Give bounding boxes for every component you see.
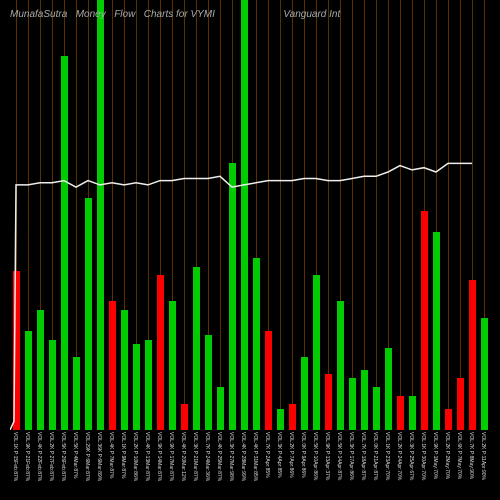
x-axis-label: VOL:3K P:27Mar:98%: [228, 432, 234, 481]
x-axis-label: VOL:9K P:1May:70%: [432, 432, 438, 479]
volume-bar: [85, 198, 92, 430]
x-axis-label: VOL:6K P:7May:70%: [456, 432, 462, 479]
volume-bar: [181, 404, 188, 430]
title-ticker: Charts for VYMI: [144, 9, 215, 20]
volume-bar: [25, 331, 32, 430]
x-axis-label: VOL:1K P:15Feb:87%: [12, 432, 18, 481]
volume-bar: [193, 267, 200, 430]
x-axis-label: VOL:0K P:9Apr:86%: [300, 432, 306, 478]
x-axis-label: VOL:3K P:25Apr:67%: [408, 432, 414, 480]
volume-bar: [397, 396, 404, 430]
x-axis-label: VOL:2K P:27Feb:87%: [48, 432, 54, 481]
volume-bar: [313, 275, 320, 430]
volume-bar: [157, 275, 164, 430]
x-axis-label: VOL:4K P:31Mar:85%: [252, 432, 258, 481]
volume-bar: [349, 378, 356, 430]
x-axis-label: VOL:4K P:22Feb:87%: [36, 432, 42, 481]
x-axis-label: VOL:2K P:2May:70%: [444, 432, 450, 479]
volume-bar: [109, 301, 116, 430]
volume-bar: [457, 378, 464, 430]
volume-bar: [121, 310, 128, 430]
title-company: Vanguard Int: [283, 9, 340, 20]
volume-bar: [217, 387, 224, 430]
x-axis-label: VOL:7K P:8May:90%: [468, 432, 474, 479]
x-axis-label: VOL:29K P:6Mar:87%: [84, 432, 90, 481]
x-axis-label: VOL:36K P:6Mar:89%: [96, 432, 102, 481]
volume-bar: [277, 409, 284, 431]
volume-bar: [361, 370, 368, 430]
volume-bar: [265, 331, 272, 430]
money-flow-chart: MunafaSutra Money Flow Charts for VYMI V…: [0, 0, 500, 500]
x-axis-label: VOL:1K P:30Apr:70%: [420, 432, 426, 480]
x-axis-label: VOL:3K P:4Apr:85%: [276, 432, 282, 478]
volume-bar: [205, 335, 212, 430]
x-axis-label: VOL:5K P:10Apr:86%: [312, 432, 318, 480]
volume-bar: [445, 409, 452, 431]
x-axis-label: VOL:9K P:17Mar:87%: [168, 432, 174, 481]
x-axis-label: VOL:1K P:9Mar:87%: [120, 432, 126, 478]
x-axis-label: VOL:7K P:2Apr:85%: [264, 432, 270, 478]
x-axis-label: VOL:5K P:4Mar:87%: [72, 432, 78, 478]
x-axis-label: VOL:3K P:17Apr:86%: [348, 432, 354, 480]
volume-bar: [469, 280, 476, 431]
x-axis-label: VOL:1K P:23Apr:70%: [384, 432, 390, 480]
x-axis-label: VOL:3K P:21Mar:87%: [192, 432, 198, 481]
x-axis-label: VOL:0K P:21Apr:87%: [372, 432, 378, 480]
title-word-flow: Flow: [114, 9, 135, 20]
title-brand: MunafaSutra: [10, 9, 67, 20]
x-axis-label: VOL:4K P:28Mar:99%: [240, 432, 246, 481]
x-axis-label: VOL:2K P:10Mar:86%: [132, 432, 138, 481]
volume-bar: [37, 310, 44, 430]
x-axis-label: VOL:7K P:18Apr:87%: [360, 432, 366, 480]
x-axis-label: VOL:9K P:14Mar:87%: [156, 432, 162, 481]
volume-bar: [13, 271, 20, 430]
title-word-money: Money: [76, 9, 106, 20]
volume-bar: [49, 340, 56, 430]
volume-bar: [133, 344, 140, 430]
plot-area: [10, 0, 490, 430]
volume-bar: [481, 318, 488, 430]
volume-bar: [421, 211, 428, 430]
volume-bar: [385, 348, 392, 430]
volume-bar: [409, 396, 416, 430]
volume-bar: [373, 387, 380, 430]
x-axis-labels: VOL:1K P:15Feb:87% VOL:9K P:21Feb:87% VOL:…: [10, 432, 490, 500]
x-axis-label: VOL:9K P:21Feb:87%: [24, 432, 30, 481]
volume-bar: [241, 0, 248, 430]
volume-bar: [73, 357, 80, 430]
volume-bar: [97, 0, 104, 430]
x-axis-label: VOL:5K P:26Feb:87%: [60, 432, 66, 481]
x-axis-label: VOL:2K P:24Apr:70%: [396, 432, 402, 480]
x-axis-label: VOL:2K P:11Apr:90%: [480, 432, 486, 480]
volume-bar: [433, 232, 440, 430]
x-axis-label: VOL:5K P:14Apr:87%: [336, 432, 342, 480]
volume-bar: [229, 163, 236, 430]
x-axis-label: VOL:4K P:7Mar:87%: [108, 432, 114, 478]
volume-bar: [289, 404, 296, 430]
x-axis-label: VOL:7K P:24Mar:36%: [204, 432, 210, 481]
volume-bar: [145, 340, 152, 430]
volume-bar: [325, 374, 332, 430]
volume-bar: [61, 56, 68, 430]
x-axis-label: VOL:2K P:7Apr:86%: [288, 432, 294, 478]
volume-bar: [337, 301, 344, 430]
bars-layer: [10, 0, 490, 430]
x-axis-label: VOL:9K P:13Apr:37%: [324, 432, 330, 480]
volume-bar: [301, 357, 308, 430]
x-axis-label: VOL:4K P:13Mar:87%: [144, 432, 150, 481]
volume-bar: [253, 258, 260, 430]
volume-bar: [169, 301, 176, 430]
x-axis-label: VOL:4K P:20Mar:12%: [180, 432, 186, 481]
chart-title: MunafaSutra Money Flow Charts for VYMI V…: [0, 4, 500, 22]
x-axis-label: VOL:4K P:25Mar:87%: [216, 432, 222, 481]
